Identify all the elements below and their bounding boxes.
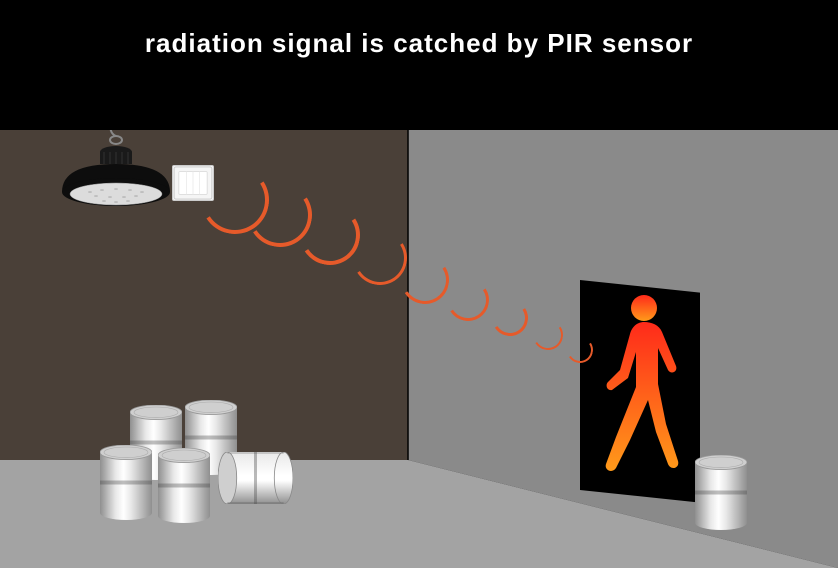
barrel <box>218 452 293 504</box>
barrel <box>695 455 747 530</box>
barrel <box>100 445 152 520</box>
barrel <box>158 448 210 523</box>
high-bay-light <box>50 130 190 210</box>
person-icon <box>598 292 683 477</box>
